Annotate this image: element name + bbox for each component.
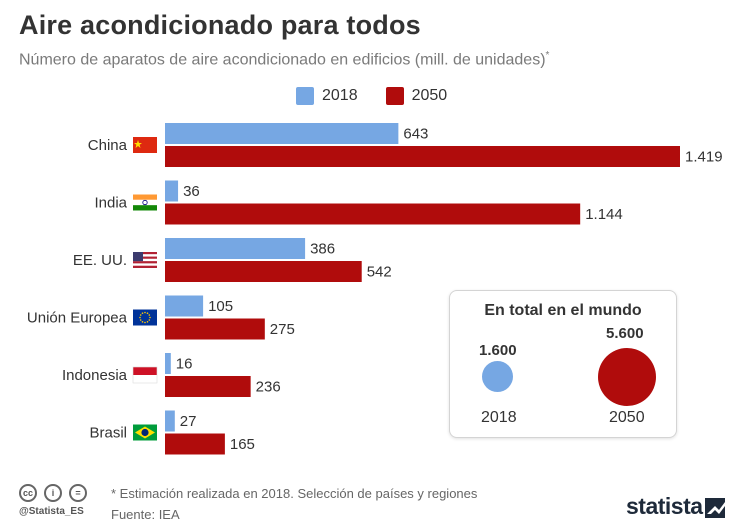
chart-subtitle: Número de aparatos de aire acondicionado… <box>19 50 549 69</box>
bar-2050-union-europea <box>165 318 265 340</box>
bar-2050-indonesia <box>165 376 251 397</box>
value-label-2050-indonesia: 236 <box>256 379 281 396</box>
value-label-2018-indonesia: 16 <box>176 356 193 373</box>
total-circle-2018 <box>482 361 514 393</box>
legend-swatch-2018 <box>296 87 314 105</box>
total-circle-2050 <box>598 348 656 406</box>
category-label-india: India <box>94 195 127 212</box>
value-label-2018-ee-uu: 386 <box>310 241 335 258</box>
footnote: * Estimación realizada en 2018. Selecció… <box>111 486 478 501</box>
value-label-2018-china: 643 <box>403 126 428 143</box>
bar-2018-union-europea <box>165 295 204 317</box>
world-total-panel: En total en el mundo 1.600 2018 5.600 20… <box>449 290 677 438</box>
legend-item-2018: 2018 <box>296 87 358 105</box>
legend: 2018 2050 <box>296 86 475 106</box>
value-label-2050-china: 1.419 <box>685 149 723 166</box>
bar-2050-brasil <box>165 433 225 455</box>
category-label-ee-uu: EE. UU. <box>73 252 127 269</box>
total-value-2018: 1.600 <box>479 342 517 359</box>
legend-label-2018: 2018 <box>322 87 358 104</box>
category-label-china: China <box>88 137 128 154</box>
total-year-2018: 2018 <box>481 409 517 426</box>
bar-2018-indonesia <box>165 353 171 374</box>
value-label-2018-india: 36 <box>183 183 200 200</box>
social-handle: @Statista_ES <box>19 506 84 517</box>
bar-2018-brasil <box>165 410 175 432</box>
flag-icon-indonesia <box>132 366 158 384</box>
statista-mark-icon <box>705 498 725 518</box>
chart-title: Aire acondicionado para todos <box>19 10 421 40</box>
bar-2018-india <box>165 180 179 202</box>
creative-commons-icon: cc <box>19 484 37 502</box>
value-label-2050-brasil: 165 <box>230 436 255 453</box>
total-value-2050: 5.600 <box>606 325 644 342</box>
category-label-brasil: Brasil <box>89 425 127 442</box>
value-label-2018-brasil: 27 <box>180 413 197 430</box>
attribution-icon: i <box>44 484 62 502</box>
flag-icon-india <box>133 194 157 211</box>
flag-icon-brasil <box>133 424 157 441</box>
category-label-union-europea: Unión Europea <box>27 310 128 327</box>
category-label-indonesia: Indonesia <box>62 367 128 384</box>
bar-2050-china <box>165 146 680 167</box>
bar-2018-china <box>165 123 399 144</box>
no-derivatives-icon: = <box>69 484 87 502</box>
license-icons: cc i = <box>19 484 94 502</box>
bar-2018-ee-uu <box>165 238 306 259</box>
value-label-2050-union-europea: 275 <box>270 321 295 338</box>
flag-icon-china <box>133 137 157 153</box>
source-note: Fuente: IEA <box>111 507 180 522</box>
subtitle-asterisk: * <box>545 50 550 61</box>
value-label-2050-india: 1.144 <box>585 206 623 223</box>
legend-label-2050: 2050 <box>411 87 448 104</box>
subtitle-text: Número de aparatos de aire acondicionado… <box>19 51 546 69</box>
world-total-title: En total en el mundo <box>484 302 642 319</box>
bar-2050-india <box>165 203 581 225</box>
value-label-2050-ee-uu: 542 <box>367 264 392 281</box>
value-label-2018-union-europea: 105 <box>208 298 233 315</box>
bar-chart: China 643 1.419 India 36 1.144 EE. UU. 386 542 Un… <box>27 123 723 455</box>
statista-logo: statista <box>626 493 703 519</box>
flag-icon-union-europea <box>133 309 157 326</box>
bar-2050-ee-uu <box>165 261 362 282</box>
legend-swatch-2050 <box>385 87 404 105</box>
total-year-2050: 2050 <box>609 409 645 426</box>
flag-icon-ee-uu <box>133 252 157 268</box>
legend-item-2050: 2050 <box>385 87 448 105</box>
